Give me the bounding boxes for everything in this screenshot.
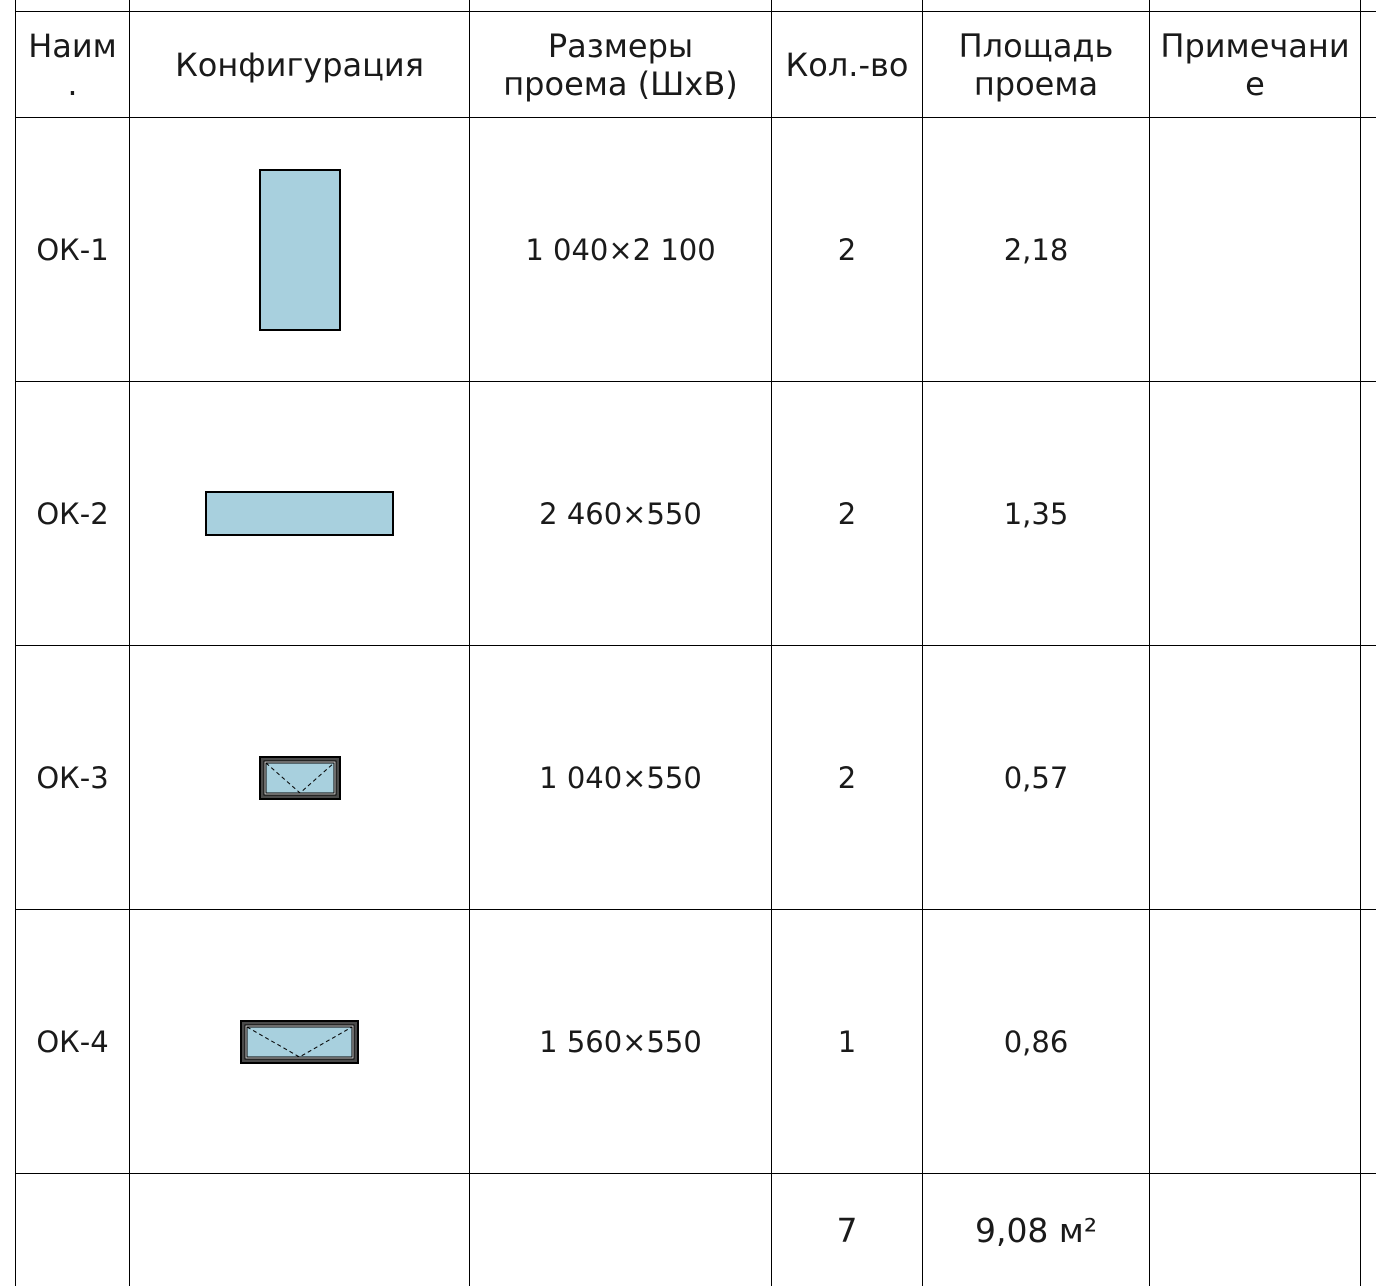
- tall-window-icon: [258, 168, 341, 331]
- header-name: Наим .: [16, 12, 129, 117]
- header-name-line2: .: [67, 64, 78, 103]
- column-divider: [1360, 0, 1361, 1286]
- header-count: Кол.-во: [772, 12, 922, 117]
- row-divider: [15, 11, 1376, 12]
- total-count: 7: [836, 1210, 858, 1250]
- row-count: 2: [837, 496, 857, 531]
- row-name: ОК-1: [36, 232, 109, 267]
- column-divider: [469, 0, 470, 1286]
- header-area-line1: Площадь: [958, 26, 1114, 65]
- row-area: 1,35: [1003, 496, 1069, 531]
- row-note: [1150, 646, 1360, 909]
- row-configuration: [130, 382, 469, 645]
- header-area-line2: проема: [973, 64, 1099, 103]
- wide-window-icon: [204, 490, 394, 536]
- row-divider: [15, 381, 1376, 382]
- bottom-hung-window-icon: [258, 755, 341, 800]
- column-divider: [1149, 0, 1150, 1286]
- header-size-line1: Размеры: [547, 26, 694, 65]
- row-divider: [15, 645, 1376, 646]
- header-count-label: Кол.-во: [785, 45, 909, 84]
- row-configuration: [130, 118, 469, 381]
- row-note: [1150, 118, 1360, 381]
- row-size: 2 460×550: [539, 496, 702, 531]
- row-name: ОК-2: [36, 496, 109, 531]
- row-note: [1150, 382, 1360, 645]
- row-area: 0,57: [1003, 760, 1069, 795]
- row-divider: [15, 909, 1376, 910]
- row-configuration: [130, 646, 469, 909]
- header-note-line1: Примечани: [1160, 26, 1350, 65]
- row-configuration: [130, 910, 469, 1173]
- row-size: 1 560×550: [539, 1024, 702, 1059]
- header-size-line2: проема (ШхВ): [503, 64, 738, 103]
- header-area: Площадь проема: [923, 12, 1149, 117]
- row-area: 2,18: [1003, 232, 1069, 267]
- column-divider: [922, 0, 923, 1286]
- row-size: 1 040×550: [539, 760, 702, 795]
- row-name: ОК-3: [36, 760, 109, 795]
- row-divider: [15, 117, 1376, 118]
- column-divider: [129, 0, 130, 1286]
- header-size: Размеры проема (ШхВ): [470, 12, 771, 117]
- row-count: 1: [837, 1024, 857, 1059]
- header-note-line2: е: [1245, 64, 1265, 103]
- column-divider: [771, 0, 772, 1286]
- row-divider: [15, 1173, 1376, 1174]
- table-border-left: [15, 0, 16, 1286]
- header-configuration-label: Конфигурация: [175, 45, 424, 84]
- total-area: 9,08 м²: [974, 1210, 1098, 1250]
- bottom-hung-window-icon: [239, 1019, 359, 1064]
- row-size: 1 040×2 100: [525, 232, 716, 267]
- header-note: Примечани е: [1150, 12, 1360, 117]
- row-name: ОК-4: [36, 1024, 109, 1059]
- row-note: [1150, 910, 1360, 1173]
- header-configuration: Конфигурация: [130, 12, 469, 117]
- row-count: 2: [837, 760, 857, 795]
- row-area: 0,86: [1003, 1024, 1069, 1059]
- header-name-line1: Наим: [28, 26, 117, 65]
- row-count: 2: [837, 232, 857, 267]
